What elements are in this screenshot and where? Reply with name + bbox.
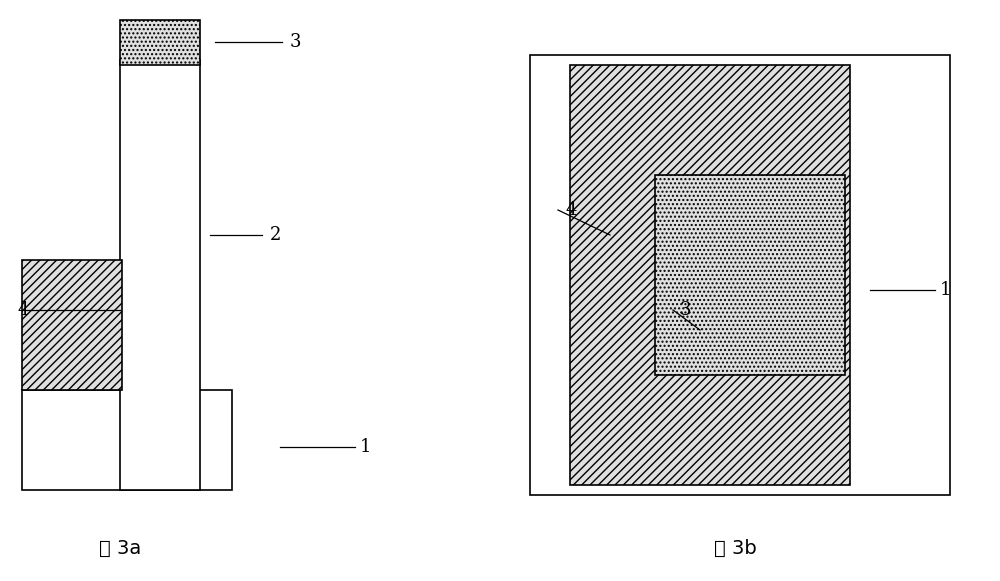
Text: 2: 2 <box>270 226 281 244</box>
Text: 4: 4 <box>565 201 576 219</box>
Bar <box>655 175 845 375</box>
Text: 图 3b: 图 3b <box>714 539 756 558</box>
Bar <box>120 60 200 490</box>
Bar <box>120 20 200 65</box>
Bar <box>22 260 122 390</box>
Text: 4: 4 <box>18 301 29 319</box>
Bar <box>22 390 232 490</box>
Bar <box>530 55 950 495</box>
Text: 图 3a: 图 3a <box>99 539 141 558</box>
Text: 3: 3 <box>680 301 692 319</box>
Text: 3: 3 <box>290 33 302 51</box>
Text: 1: 1 <box>360 438 372 456</box>
Bar <box>570 65 850 485</box>
Text: 1: 1 <box>940 281 952 299</box>
